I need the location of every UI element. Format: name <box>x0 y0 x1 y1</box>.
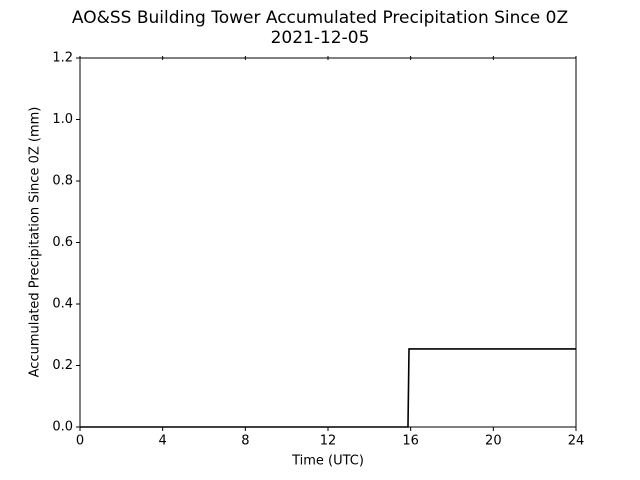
y-tick-label: 0.0 <box>52 420 73 435</box>
x-tick-label: 0 <box>76 434 84 449</box>
x-tick-label: 4 <box>159 434 167 449</box>
y-tick-label: 0.2 <box>52 358 73 373</box>
y-tick-label: 0.4 <box>52 297 73 312</box>
plot-frame <box>79 57 577 428</box>
x-tick-label: 16 <box>402 434 419 449</box>
data-line <box>80 348 576 428</box>
chart-subtitle: 2021-12-05 <box>271 28 370 48</box>
y-axis-label: Accumulated Precipitation Since 0Z (mm) <box>28 107 43 378</box>
y-tick-label: 1.2 <box>52 51 73 66</box>
x-tick-label: 8 <box>241 434 249 449</box>
y-tick-label: 0.6 <box>52 235 73 250</box>
x-tick-label: 12 <box>320 434 337 449</box>
x-tick-label: 24 <box>568 434 585 449</box>
chart-title: AO&SS Building Tower Accumulated Precipi… <box>72 8 568 28</box>
y-tick-label: 1.0 <box>52 112 73 127</box>
y-tick-label: 0.8 <box>52 174 73 189</box>
x-tick-label: 20 <box>485 434 502 449</box>
x-axis-label: Time (UTC) <box>291 454 364 469</box>
